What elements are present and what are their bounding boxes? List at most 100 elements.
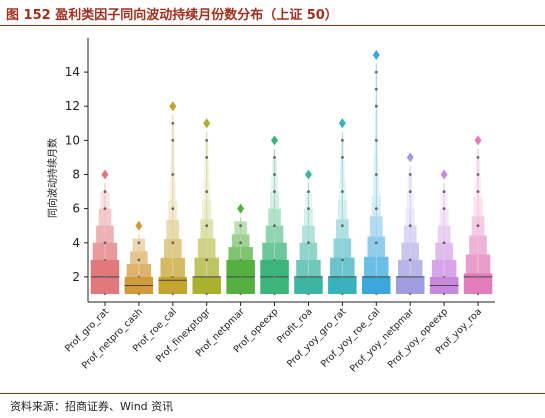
outlier-point — [408, 190, 412, 194]
data-point — [171, 275, 174, 279]
box-level — [294, 276, 323, 294]
data-point — [137, 292, 141, 296]
outlier-point — [137, 241, 141, 245]
outlier-point — [374, 104, 378, 108]
box-level — [328, 276, 357, 294]
max-diamond — [203, 118, 211, 129]
outlier-point — [205, 224, 209, 228]
outlier-point — [442, 190, 446, 194]
outlier-point — [273, 156, 276, 159]
data-point — [239, 292, 242, 296]
data-point — [239, 258, 242, 262]
data-point — [442, 292, 446, 296]
max-diamond — [440, 169, 448, 180]
max-diamond — [169, 101, 177, 112]
outlier-point — [442, 241, 446, 245]
max-diamond — [372, 50, 380, 60]
data-point — [375, 292, 378, 296]
title-rule — [0, 25, 545, 26]
data-point — [409, 292, 412, 296]
max-diamond — [406, 152, 414, 163]
outlier-point — [476, 173, 480, 176]
box-level — [158, 276, 187, 294]
outlier-point — [171, 241, 175, 245]
data-point — [239, 275, 242, 279]
data-point — [137, 275, 141, 279]
data-point — [103, 275, 107, 279]
source-note: 资料来源：招商证券、Wind 资讯 — [10, 400, 174, 413]
outlier-point — [341, 190, 344, 194]
outlier-point — [103, 207, 107, 211]
y-tick-label: 10 — [65, 133, 80, 147]
outlier-point — [273, 224, 276, 228]
x-tick-label: Prof_netpro_cash — [80, 306, 145, 371]
outlier-point — [205, 156, 209, 159]
outlier-point — [374, 139, 378, 142]
max-diamond — [135, 220, 143, 231]
outlier-point — [374, 87, 378, 91]
boxen-Prof_gro_rat: Prof_gro_rat — [63, 169, 120, 354]
outlier-point — [307, 190, 310, 194]
box-level — [192, 276, 221, 294]
data-point — [307, 275, 310, 279]
outlier-point — [171, 173, 175, 176]
max-diamond — [101, 169, 109, 180]
data-point — [273, 292, 276, 296]
outlier-point — [239, 224, 243, 228]
outlier-point — [307, 207, 310, 211]
chart-marks: Prof_gro_ratProf_netpro_cashProf_roe_cal… — [63, 50, 493, 375]
outlier-point — [341, 258, 344, 262]
max-diamond — [474, 135, 482, 146]
data-point — [103, 258, 107, 262]
y-tick-label: 4 — [72, 236, 80, 250]
data-point — [341, 275, 344, 279]
y-tick-label: 12 — [65, 99, 80, 113]
data-point — [171, 292, 174, 296]
max-diamond — [338, 118, 346, 129]
outlier-point — [205, 258, 209, 262]
outlier-point — [341, 139, 344, 142]
outlier-point — [341, 224, 344, 228]
data-point — [273, 275, 276, 279]
data-point — [476, 275, 480, 279]
max-diamond — [237, 203, 245, 214]
outlier-point — [374, 70, 378, 74]
data-point — [341, 292, 344, 296]
outlier-point — [103, 241, 107, 245]
outlier-point — [341, 156, 344, 159]
outlier-point — [273, 190, 276, 194]
x-tick-label: Prof_yoy_opeexp — [386, 306, 450, 370]
data-point — [307, 292, 310, 296]
data-point — [273, 258, 276, 262]
x-tick-label: Prof_yoy_gro_rat — [285, 306, 349, 370]
data-point — [442, 275, 446, 279]
outlier-point — [442, 207, 446, 211]
y-tick-label: 14 — [65, 65, 80, 79]
box-level — [396, 276, 425, 294]
outlier-point — [476, 156, 480, 159]
data-point — [205, 292, 208, 296]
outlier-point — [374, 173, 378, 176]
data-point — [375, 275, 378, 279]
outlier-point — [171, 139, 175, 142]
outlier-point — [137, 258, 141, 262]
outlier-point — [476, 224, 480, 228]
data-point — [205, 275, 208, 279]
y-axis-label: 同向波动持续月数 — [46, 138, 59, 218]
outlier-point — [408, 173, 412, 176]
data-point — [103, 292, 107, 296]
footer-rule — [0, 393, 545, 394]
outlier-point — [171, 121, 175, 125]
max-diamond — [271, 135, 279, 146]
chart-axes: 2 4 6 8 10 12 14 — [65, 38, 495, 306]
box-level — [463, 273, 493, 294]
outlier-point — [205, 139, 209, 142]
x-tick-label: Prof_yoy_netpmar — [348, 306, 416, 374]
outlier-point — [408, 258, 412, 262]
outlier-point — [171, 207, 175, 211]
x-tick-label: Prof_yoy_roe_cal — [319, 306, 382, 369]
figure-title: 图 152 盈利类因子同向波动持续月份数分布（上证 50） — [6, 8, 338, 23]
y-tick-label: 8 — [72, 168, 80, 182]
box-level — [362, 276, 391, 294]
